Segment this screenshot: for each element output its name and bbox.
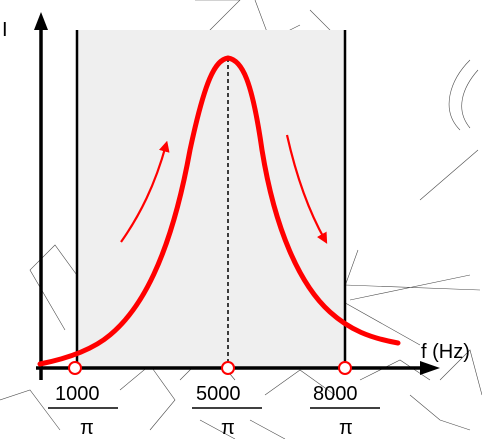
- falling-arrow: [285, 134, 328, 244]
- x-axis-arrowhead: [420, 361, 440, 375]
- tick-numerator: 8000: [313, 383, 358, 405]
- tick-label-5000: 5000 π: [192, 383, 262, 439]
- marker-1000: [68, 361, 82, 375]
- marker-8000: [338, 361, 352, 375]
- x-axis-label: f (Hz): [421, 341, 470, 363]
- frequency-band: [77, 30, 345, 368]
- tick-label-8000: 8000 π: [310, 383, 380, 439]
- marker-5000: [221, 361, 235, 375]
- y-axis-arrowhead: [34, 12, 48, 30]
- tick-numerator: 5000: [196, 383, 241, 405]
- rising-arrow: [120, 140, 170, 243]
- tick-denominator: π: [339, 417, 353, 439]
- resonance-curve: [37, 55, 401, 367]
- y-axis-label: I: [2, 19, 8, 41]
- y-axis: [34, 12, 48, 380]
- tick-denominator: π: [221, 417, 235, 439]
- tick-denominator: π: [80, 417, 94, 439]
- tick-numerator: 1000: [55, 383, 100, 405]
- tick-label-1000: 1000 π: [48, 383, 118, 439]
